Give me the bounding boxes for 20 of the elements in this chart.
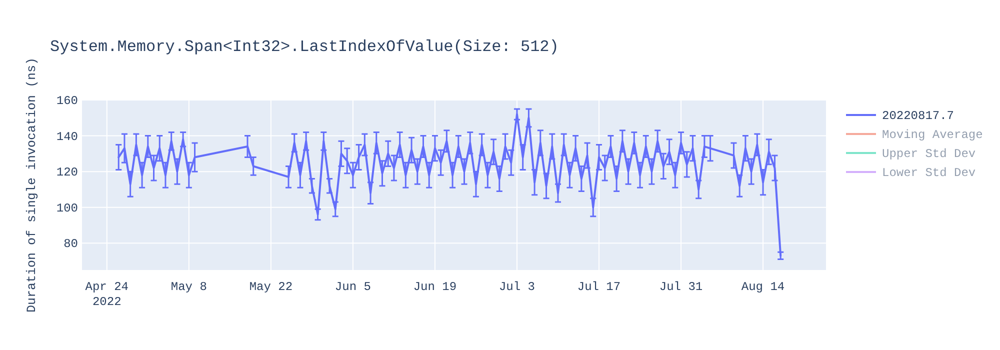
x-tick-label: Apr 24 2022: [85, 280, 129, 309]
chart-title: System.Memory.Span<Int32>.LastIndexOfValue(Size: 512): [50, 38, 559, 56]
x-tick-label: Jun 19: [413, 280, 457, 294]
y-tick-label: 100: [56, 201, 78, 216]
y-tick-label: 140: [56, 130, 78, 144]
y-tick-label: 160: [56, 94, 78, 108]
x-tick-label: May 8: [170, 280, 207, 294]
y-axis-title: Duration of single invocation (ns): [25, 57, 39, 313]
legend-label: Lower Std Dev: [882, 166, 976, 180]
legend-label: 20220817.7: [882, 109, 954, 123]
y-tick-label: 80: [64, 237, 78, 252]
x-tick-label: Aug 14: [741, 280, 785, 294]
x-tick-label: Jul 17: [577, 280, 621, 294]
x-tick-label: Jul 31: [659, 280, 703, 294]
y-tick-label: 120: [56, 166, 78, 180]
legend-label: Upper Std Dev: [882, 147, 976, 161]
x-tick-label: May 22: [249, 280, 293, 294]
x-tick-label: Jun 5: [334, 280, 371, 294]
legend-label: Moving Average: [882, 128, 983, 142]
x-tick-label: Jul 3: [498, 280, 535, 294]
